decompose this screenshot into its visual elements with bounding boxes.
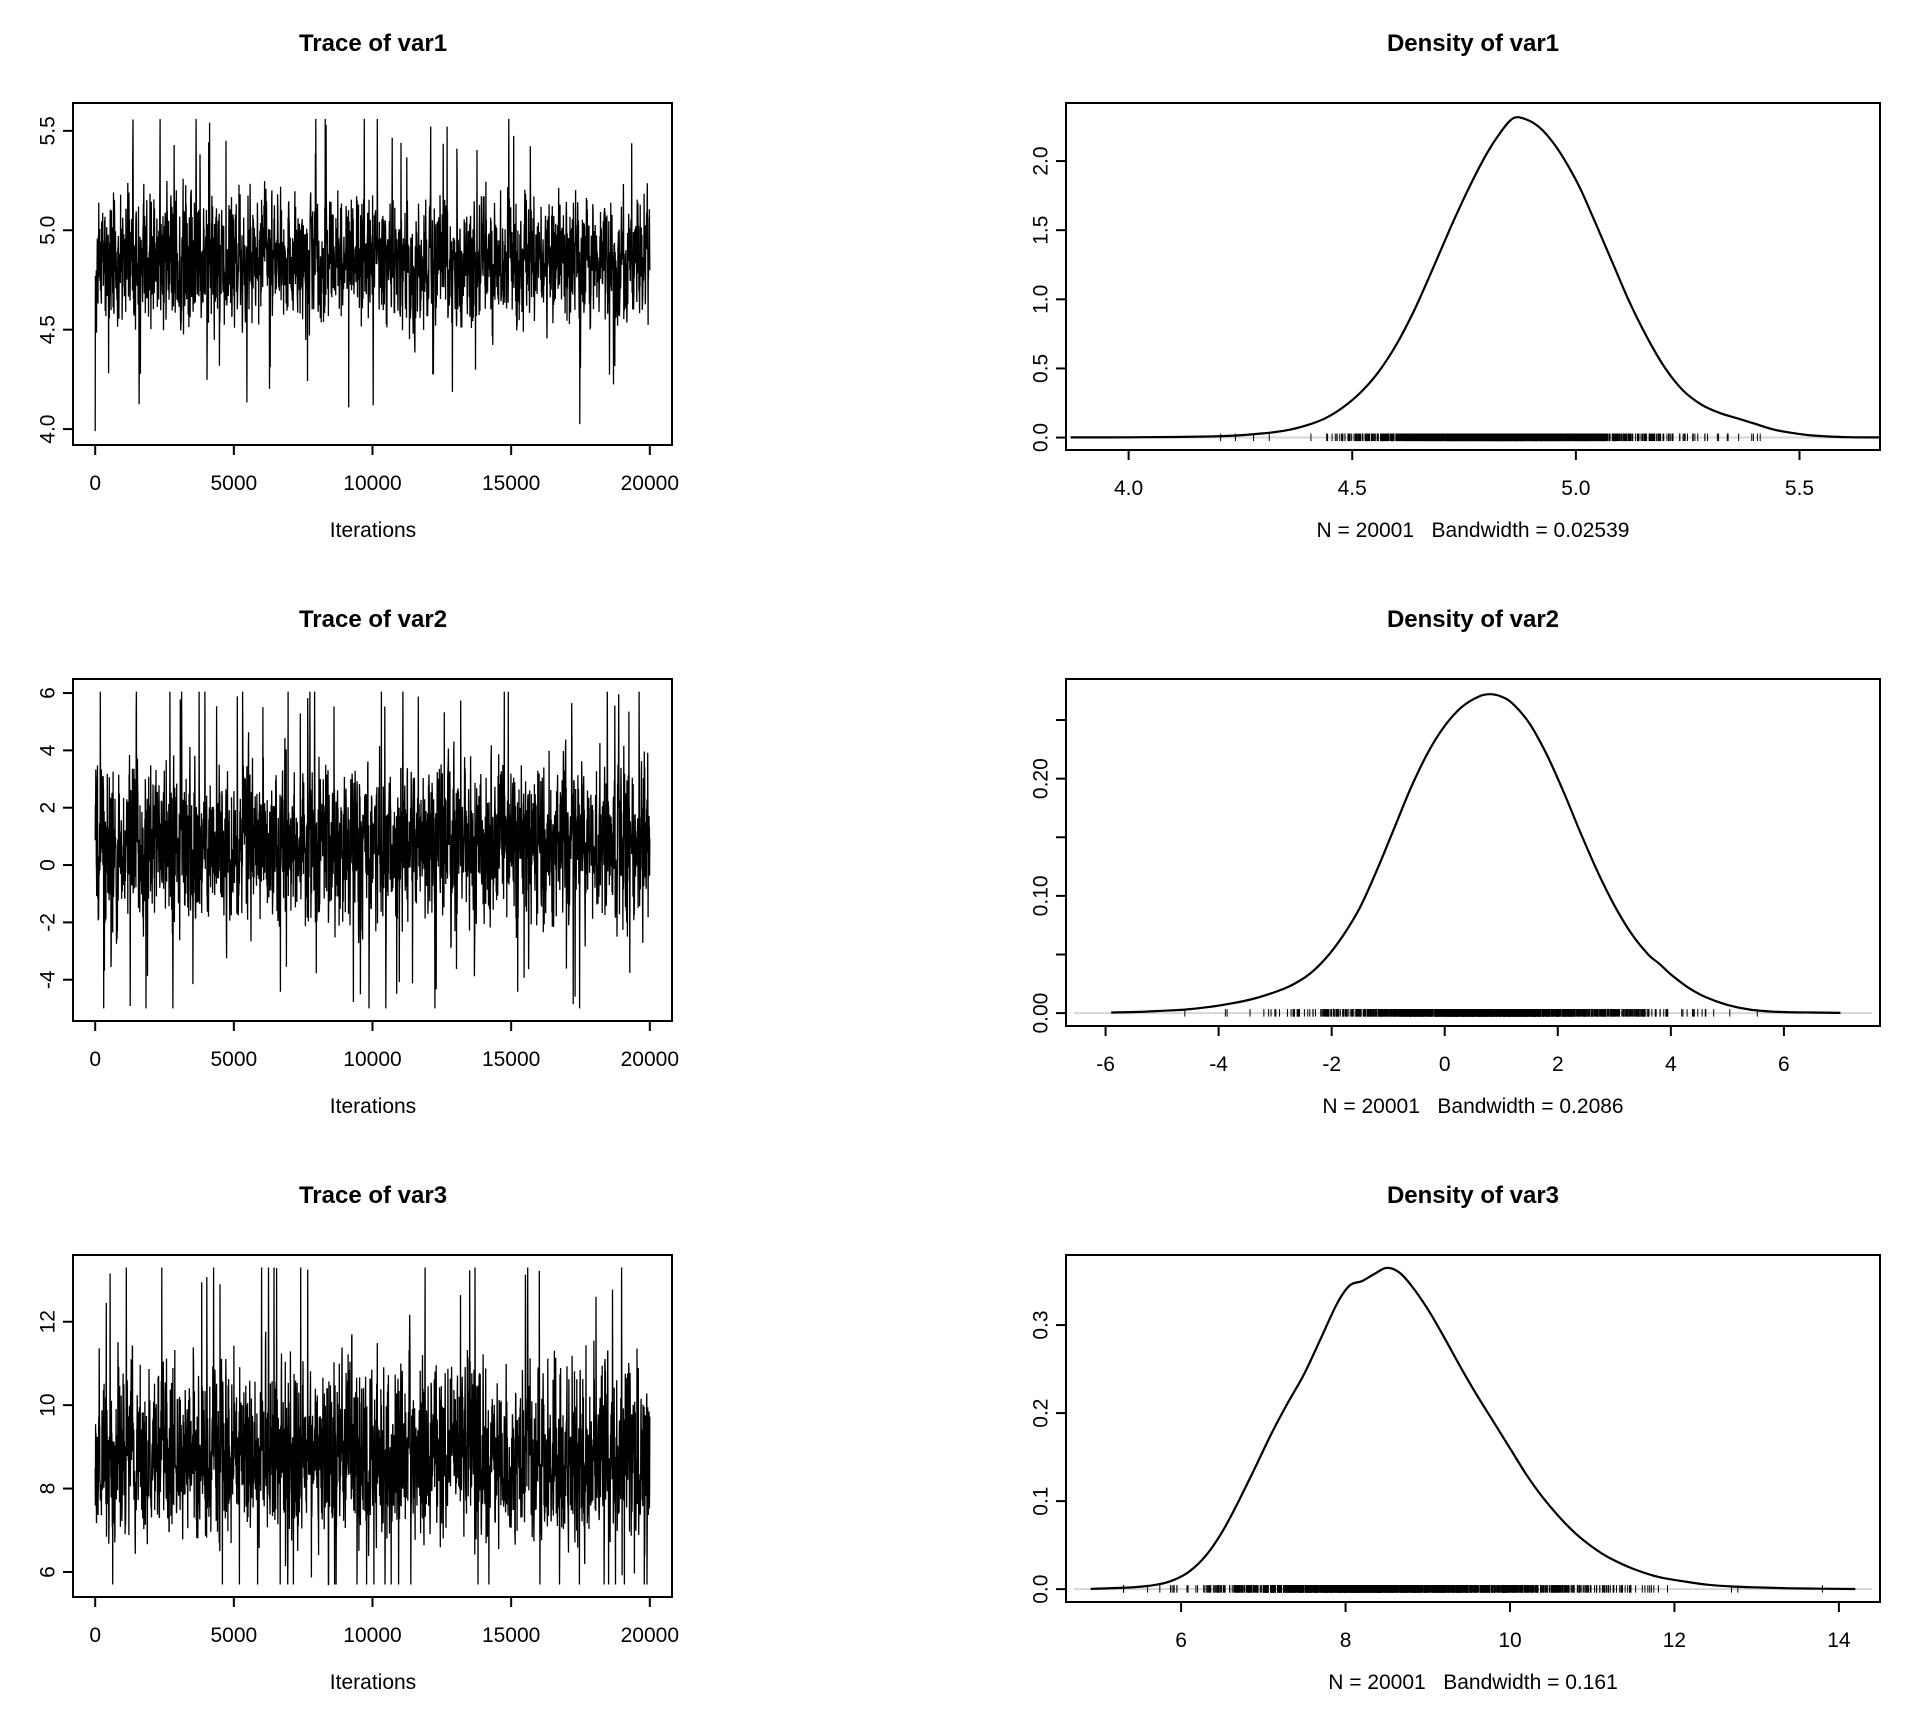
x-tick-label: 10000 xyxy=(343,1624,401,1647)
plot-title: Trace of var1 xyxy=(298,30,448,57)
y-tick-label: 10 xyxy=(36,1393,59,1416)
x-tick-label: 15000 xyxy=(482,1624,540,1647)
y-tick-label: 0.0 xyxy=(1029,1575,1052,1604)
y-tick-label: 6 xyxy=(36,687,59,699)
y-tick-label: 12 xyxy=(36,1310,59,1333)
y-tick-label: 5.0 xyxy=(36,216,59,245)
y-tick-label: 0.3 xyxy=(1029,1310,1052,1339)
x-tick-label: 15000 xyxy=(482,1048,540,1071)
panel-trace-var2: 0 5000 10000 15000 20000 -4 -2 0 2 4 6 Trace of va… xyxy=(0,576,960,1152)
y-tick-label: 1.5 xyxy=(1029,216,1052,245)
x-tick-label: 20000 xyxy=(621,1048,679,1071)
y-tick-label: 2.0 xyxy=(1029,146,1052,175)
trace-var1-plot: 0 5000 10000 15000 20000 4.0 4.5 5.0 5.5 xyxy=(36,102,679,495)
plot-box xyxy=(1065,678,1881,1027)
y-tick-label: -4 xyxy=(36,970,59,989)
x-tick-label: 14 xyxy=(1827,1629,1851,1652)
x-axis-label: Iterations xyxy=(329,1671,417,1694)
x-axis-label: Iterations xyxy=(329,1095,417,1118)
y-tick-label: 4.5 xyxy=(36,315,59,344)
density-var3-plot: 6 8 10 12 14 0.0 0.1 0.2 0.3 xyxy=(1029,1254,1881,1652)
density-curve xyxy=(1090,1266,1856,1591)
panel-density-var3: 6 8 10 12 14 0.0 0.1 0.2 0.3 Density of var3 N =… xyxy=(960,1152,1920,1728)
x-tick-label: 0 xyxy=(89,1048,101,1071)
panel-trace-var1: 0 5000 10000 15000 20000 4.0 4.5 5.0 5.5 Trace o… xyxy=(0,0,960,576)
y-tick-label: 6 xyxy=(36,1566,59,1578)
x-tick-label: 5.0 xyxy=(1561,477,1590,500)
x-tick-label: 5000 xyxy=(210,1624,257,1647)
plot-title: Density of var3 xyxy=(1386,1182,1560,1209)
x-tick-label: -6 xyxy=(1096,1053,1115,1076)
panel-density-var2: -6 -4 -2 0 2 4 6 0.00 0.10 0.20 Density of var2 N… xyxy=(960,576,1920,1152)
y-tick-label: 2 xyxy=(36,802,59,814)
density-var1-plot: 4.0 4.5 5.0 5.5 0.0 0.5 1.0 1.5 2.0 xyxy=(1029,102,1881,500)
x-tick-label: 5000 xyxy=(210,472,257,495)
x-tick-label: 4.0 xyxy=(1114,477,1143,500)
y-tick-label: 0.00 xyxy=(1029,993,1052,1034)
y-tick-label: 0.10 xyxy=(1029,875,1052,916)
plot-title: Density of var1 xyxy=(1386,30,1560,57)
x-tick-label: -4 xyxy=(1209,1053,1228,1076)
plot-box xyxy=(1065,1254,1881,1603)
plot-title: Trace of var2 xyxy=(298,606,448,633)
x-tick-label: -2 xyxy=(1322,1053,1341,1076)
y-tick-label: 4.0 xyxy=(36,414,59,443)
x-tick-label: 10000 xyxy=(343,472,401,495)
x-tick-label: 5.5 xyxy=(1785,477,1814,500)
x-axis-label: Iterations xyxy=(329,519,417,542)
y-tick-label: 0.5 xyxy=(1029,354,1052,383)
x-tick-label: 8 xyxy=(1340,1629,1352,1652)
x-tick-label: 0 xyxy=(89,1624,101,1647)
rug-ticks xyxy=(1184,1009,1758,1017)
density-stats-label: N = 20001 Bandwidth = 0.2086 xyxy=(1322,1095,1624,1118)
trace-line xyxy=(94,691,651,1009)
x-tick-label: 20000 xyxy=(621,472,679,495)
x-tick-label: 6 xyxy=(1778,1053,1790,1076)
y-tick-label: 5.5 xyxy=(36,116,59,145)
plot-title: Density of var2 xyxy=(1386,606,1560,633)
x-tick-label: 0 xyxy=(1439,1053,1451,1076)
trace-var3-plot: 0 5000 10000 15000 20000 6 8 10 12 xyxy=(36,1254,679,1647)
x-tick-label: 15000 xyxy=(482,472,540,495)
trace-line xyxy=(94,118,651,432)
x-tick-label: 10 xyxy=(1498,1629,1521,1652)
y-tick-label: 0.2 xyxy=(1029,1398,1052,1427)
y-tick-label: 0.20 xyxy=(1029,758,1052,799)
y-tick-label: -2 xyxy=(36,913,59,932)
plot-title: Trace of var3 xyxy=(298,1182,448,1209)
panel-trace-var3: 0 5000 10000 15000 20000 6 8 10 12 Trace of var3… xyxy=(0,1152,960,1728)
rug-ticks xyxy=(1123,1585,1823,1593)
density-curve xyxy=(1070,116,1881,439)
y-tick-label: 8 xyxy=(36,1483,59,1495)
plot-box xyxy=(1065,102,1881,451)
x-tick-label: 12 xyxy=(1663,1629,1686,1652)
y-tick-label: 0.1 xyxy=(1029,1487,1052,1516)
panel-density-var1: 4.0 4.5 5.0 5.5 0.0 0.5 1.0 1.5 2.0 Density of v… xyxy=(960,0,1920,576)
trace-var2-plot: 0 5000 10000 15000 20000 -4 -2 0 2 4 6 xyxy=(36,678,679,1071)
y-tick-label: 1.0 xyxy=(1029,285,1052,314)
x-tick-label: 0 xyxy=(89,472,101,495)
x-tick-label: 20000 xyxy=(621,1624,679,1647)
y-tick-label: 0.0 xyxy=(1029,423,1052,452)
density-curve xyxy=(1111,693,1841,1014)
x-tick-label: 10000 xyxy=(343,1048,401,1071)
x-tick-label: 4.5 xyxy=(1338,477,1367,500)
y-tick-label: 0 xyxy=(36,859,59,871)
density-var2-plot: -6 -4 -2 0 2 4 6 0.00 0.10 0.20 xyxy=(1029,678,1881,1076)
y-tick-label: 4 xyxy=(36,744,59,756)
x-tick-label: 2 xyxy=(1552,1053,1564,1076)
density-stats-label: N = 20001 Bandwidth = 0.161 xyxy=(1328,1671,1618,1694)
x-tick-label: 5000 xyxy=(210,1048,257,1071)
density-stats-label: N = 20001 Bandwidth = 0.02539 xyxy=(1316,519,1630,542)
x-tick-label: 4 xyxy=(1665,1053,1677,1076)
rug-ticks xyxy=(1220,433,1761,442)
trace-line xyxy=(94,1267,651,1586)
x-tick-label: 6 xyxy=(1175,1629,1187,1652)
